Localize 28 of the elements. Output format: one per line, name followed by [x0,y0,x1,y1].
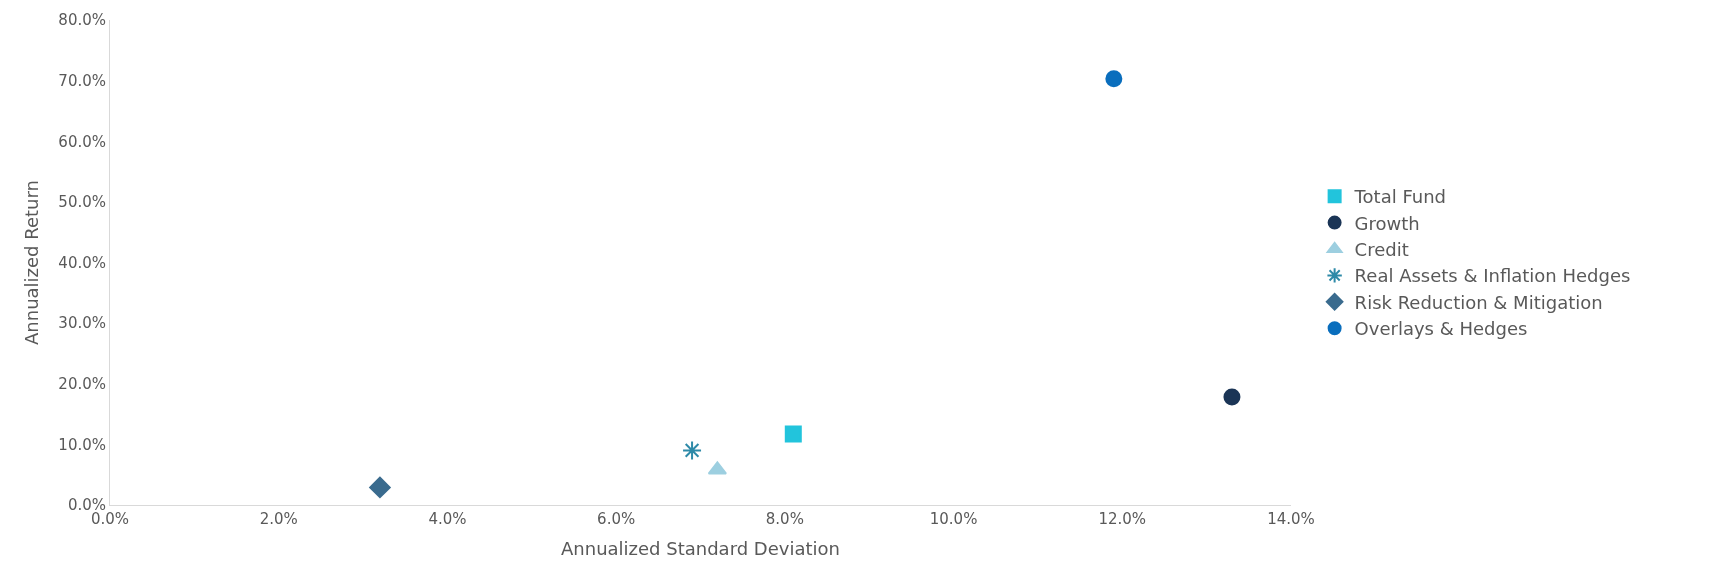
y-tick-label: 60.0% [58,132,106,151]
x-tick-label: 2.0% [259,510,298,528]
y-tick-label: 70.0% [58,71,106,90]
x-tick-label: 12.0% [1098,510,1147,528]
y-tick-label: 30.0% [58,314,106,333]
point [1105,70,1123,88]
point [369,476,391,499]
x-tick-label: 10.0% [929,510,978,528]
x-tick-label: 14.0% [1267,510,1315,528]
y-tick-label: 50.0% [58,193,106,212]
legend-label: Overlays & Hedges [1354,318,1528,340]
y-tick-label: 20.0% [58,375,106,393]
legend-label: Credit [1354,239,1409,261]
y-tick-label: 40.0% [58,253,106,272]
y-tick-label: 80.0% [58,11,106,30]
x-axis-title: Annualized Standard Deviation [561,538,840,560]
legend-label: Real Assets & Inflation Hedges [1354,265,1631,287]
legend-label: Total Fund [1353,186,1446,208]
y-axis-title: Annualized Return [20,180,42,345]
point [784,425,802,443]
x-tick-label: 8.0% [765,510,804,528]
legend-label: Risk Reduction & Mitigation [1354,291,1603,313]
y-tick-label: 10.0% [58,435,106,454]
x-tick-label: 4.0% [428,510,467,528]
legend-label: Growth [1354,212,1420,234]
point [682,440,703,461]
point [1223,388,1241,406]
x-tick-label: 6.0% [597,510,636,528]
